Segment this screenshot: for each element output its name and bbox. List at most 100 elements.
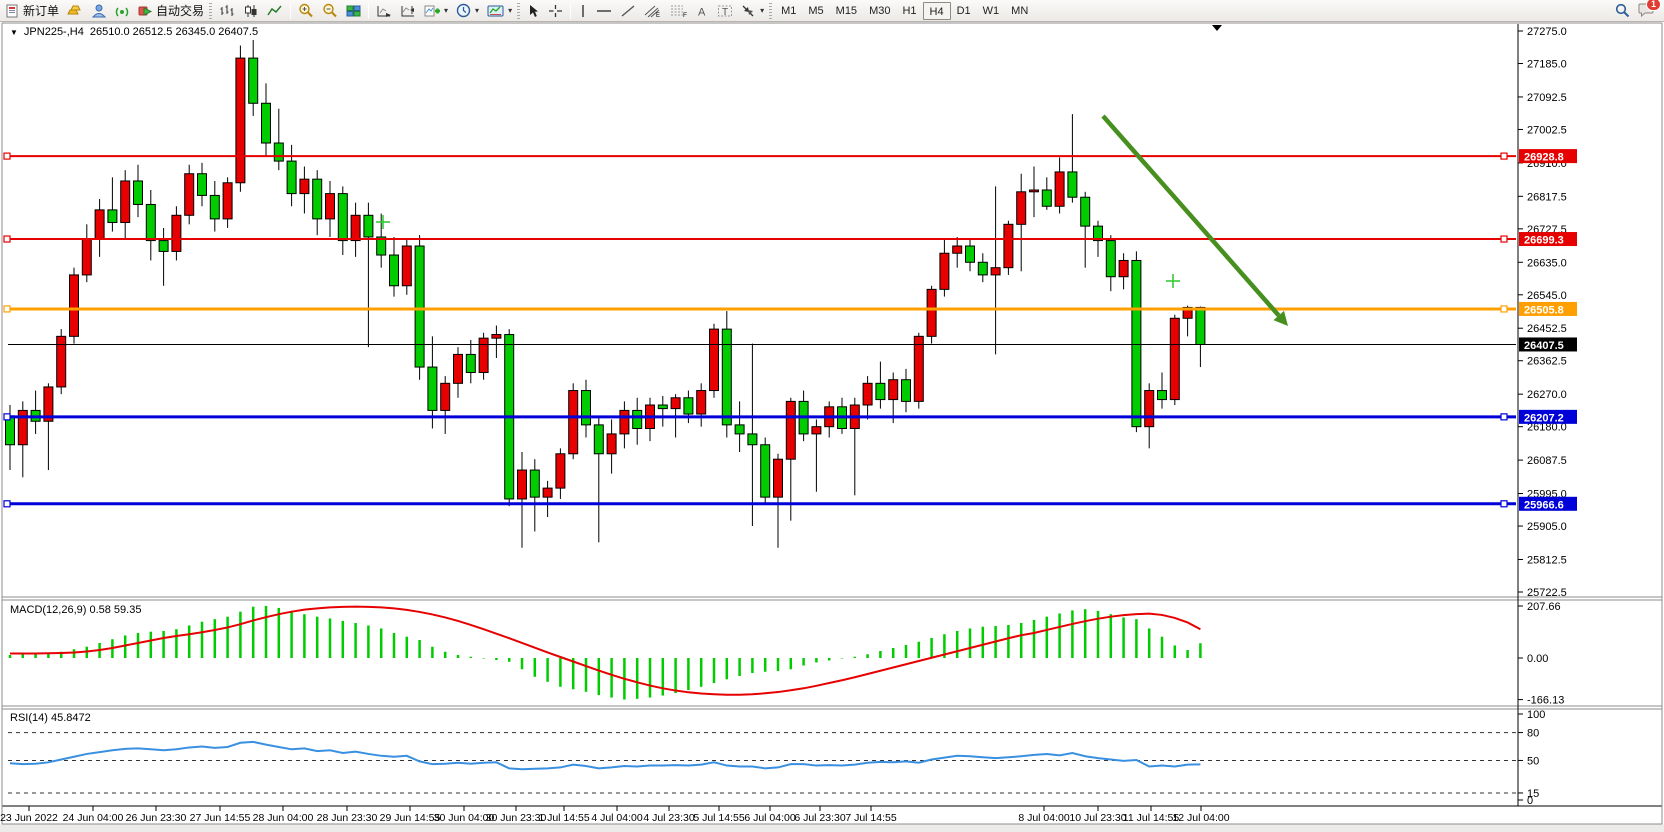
channel-tool-button[interactable]: E	[640, 1, 666, 21]
svg-text:27092.5: 27092.5	[1527, 92, 1567, 104]
trendline-tool-button[interactable]	[616, 1, 640, 21]
candle-body	[721, 328, 732, 426]
profile-button[interactable]	[88, 1, 111, 21]
candle-body	[56, 335, 67, 388]
signal-button[interactable]	[111, 1, 134, 21]
trend-arrow	[1101, 114, 1281, 317]
candle-body	[299, 178, 310, 195]
candle-body	[337, 193, 348, 242]
candle-body	[632, 409, 643, 429]
arrows-icon	[742, 5, 754, 16]
svg-text:27275.0: 27275.0	[1527, 26, 1567, 38]
candle-body	[120, 180, 131, 224]
clock-icon	[456, 3, 471, 18]
auto-trading-button[interactable]: 自动交易	[134, 1, 208, 21]
svg-text:26407.5: 26407.5	[1524, 340, 1564, 352]
text-label-tool-button[interactable]: T	[713, 1, 737, 21]
zoom-out-button[interactable]	[318, 1, 342, 21]
crosshair-tool-button[interactable]	[544, 1, 567, 21]
search-icon[interactable]	[1615, 3, 1630, 18]
tab-timeframe-m1[interactable]: M1	[781, 4, 797, 17]
fibonacci-icon: F	[671, 5, 687, 18]
gold-bars-button[interactable]	[63, 1, 88, 21]
add-indicator-button[interactable]: ▾	[420, 1, 452, 21]
svg-text:24 Jun 04:00: 24 Jun 04:00	[63, 812, 124, 824]
tab-timeframe-h4[interactable]: H4	[922, 1, 951, 20]
toolbar-separator	[570, 2, 572, 19]
tab-timeframe-m5[interactable]: M5	[808, 4, 824, 17]
candle-body	[542, 487, 553, 498]
period-button[interactable]: ▾	[452, 1, 483, 21]
line-chart-mode-button[interactable]	[263, 1, 287, 21]
candle-body	[312, 178, 323, 220]
candle-body	[811, 426, 822, 435]
text-tool-button[interactable]: A	[692, 1, 713, 21]
candle-body	[81, 238, 92, 276]
svg-text:26545.0: 26545.0	[1527, 290, 1567, 302]
tab-timeframe-mn[interactable]: MN	[1011, 4, 1029, 17]
candle-body	[1118, 259, 1129, 278]
candle-body	[171, 214, 182, 252]
candle-body	[414, 245, 425, 368]
fibonacci-tool-button[interactable]: F	[666, 1, 692, 21]
horizontal-line-tool-button[interactable]	[592, 1, 616, 21]
signal-icon	[115, 7, 129, 16]
cursor-tool-button[interactable]	[523, 1, 544, 21]
tile-windows-button[interactable]	[342, 1, 365, 21]
candle-body	[965, 245, 975, 263]
candle-body	[17, 409, 28, 446]
arrows-tool-button[interactable]: ▾	[737, 1, 768, 21]
svg-text:5 Jul 14:55: 5 Jul 14:55	[693, 812, 745, 824]
candlestick-mode-button[interactable]	[239, 1, 263, 21]
candle-body	[1144, 390, 1155, 428]
line-endpoint-handle	[3, 305, 11, 313]
candle-body	[1169, 317, 1180, 401]
current-price-badge	[1519, 337, 1577, 352]
candle-body	[209, 194, 220, 220]
ohlc-values: 26510.0 26512.5 26345.0 26407.5	[89, 26, 259, 38]
candle-body	[453, 353, 463, 384]
new-order-button[interactable]: 新订单	[2, 1, 63, 21]
svg-text:8 Jul 04:00: 8 Jul 04:00	[1018, 812, 1070, 824]
tab-timeframe-w1[interactable]: W1	[982, 4, 1000, 17]
chart-shift-marker	[1212, 25, 1222, 31]
svg-text:27185.0: 27185.0	[1527, 59, 1567, 71]
tab-timeframe-d1[interactable]: D1	[956, 4, 971, 17]
chart-window[interactable]: 27275.0 27185.0 27092.5 27002.5 26910.0 26817…	[0, 22, 1664, 832]
candle-body	[133, 180, 143, 205]
vertical-line-tool-button[interactable]	[574, 1, 592, 21]
svg-text:26928.8: 26928.8	[1524, 152, 1564, 164]
price-level-badge	[1519, 149, 1577, 164]
zoom-in-button[interactable]	[294, 1, 318, 21]
auto-scroll-button[interactable]	[372, 1, 396, 21]
bar-chart-mode-button[interactable]	[215, 1, 239, 21]
candle-body	[158, 240, 169, 252]
candle-body	[517, 469, 527, 500]
collapse-arrow-icon[interactable]: ▼	[10, 27, 18, 37]
auto-trading-icon	[138, 6, 153, 16]
template-button[interactable]: ▾	[483, 1, 516, 21]
candle-body	[1029, 189, 1039, 193]
svg-text:1 Jul 14:55: 1 Jul 14:55	[538, 812, 590, 824]
tab-timeframe-h1[interactable]: H1	[902, 4, 917, 17]
svg-text:10 Jul 23:30: 10 Jul 23:30	[1069, 812, 1126, 824]
candle-body	[350, 214, 361, 242]
candle-body	[901, 379, 911, 402]
notifications-button[interactable]: 1	[1638, 0, 1661, 20]
rsi-line	[9, 740, 1201, 771]
candle-body	[1182, 306, 1193, 319]
line-endpoint-handle	[3, 235, 11, 243]
candle-body	[606, 433, 617, 455]
candle-body	[785, 400, 796, 460]
candle-body	[325, 193, 335, 220]
chart-shift-button[interactable]	[396, 1, 420, 21]
candle-body	[184, 173, 195, 216]
candle-body	[760, 444, 771, 498]
candle-body	[926, 288, 937, 337]
line-endpoint-handle	[3, 152, 11, 160]
tab-timeframe-m15[interactable]: M15	[835, 4, 858, 17]
svg-text:6 Jul 04:00: 6 Jul 04:00	[744, 812, 796, 824]
tab-timeframe-m30[interactable]: M30	[869, 4, 891, 17]
chart-canvas[interactable]: 27275.027185.027092.527002.526910.026817…	[0, 22, 1664, 832]
candlestick-icon	[245, 4, 257, 17]
